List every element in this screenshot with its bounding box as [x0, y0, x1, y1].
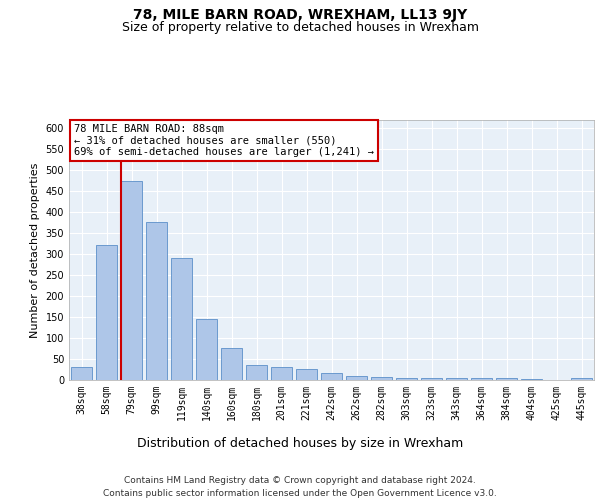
Bar: [571, 378, 592, 380]
Bar: [371, 378, 392, 380]
Bar: [496, 378, 517, 380]
Bar: [246, 366, 267, 380]
Bar: [421, 378, 442, 380]
Y-axis label: Number of detached properties: Number of detached properties: [30, 162, 40, 338]
Text: Size of property relative to detached houses in Wrexham: Size of property relative to detached ho…: [121, 21, 479, 34]
Bar: [446, 378, 467, 380]
Bar: [296, 368, 317, 380]
Bar: [96, 245, 117, 380]
Text: Contains public sector information licensed under the Open Government Licence v3: Contains public sector information licen…: [103, 489, 497, 498]
Bar: [171, 258, 192, 380]
Text: Distribution of detached houses by size in Wrexham: Distribution of detached houses by size …: [137, 438, 463, 450]
Bar: [146, 222, 167, 380]
Bar: [71, 366, 92, 380]
Text: 78 MILE BARN ROAD: 88sqm
← 31% of detached houses are smaller (550)
69% of semi-: 78 MILE BARN ROAD: 88sqm ← 31% of detach…: [74, 124, 374, 157]
Bar: [221, 348, 242, 380]
Bar: [196, 319, 217, 380]
Bar: [521, 379, 542, 380]
Bar: [396, 378, 417, 380]
Text: Contains HM Land Registry data © Crown copyright and database right 2024.: Contains HM Land Registry data © Crown c…: [124, 476, 476, 485]
Bar: [321, 374, 342, 380]
Bar: [271, 368, 292, 380]
Bar: [121, 181, 142, 380]
Bar: [346, 376, 367, 380]
Bar: [471, 378, 492, 380]
Text: 78, MILE BARN ROAD, WREXHAM, LL13 9JY: 78, MILE BARN ROAD, WREXHAM, LL13 9JY: [133, 8, 467, 22]
